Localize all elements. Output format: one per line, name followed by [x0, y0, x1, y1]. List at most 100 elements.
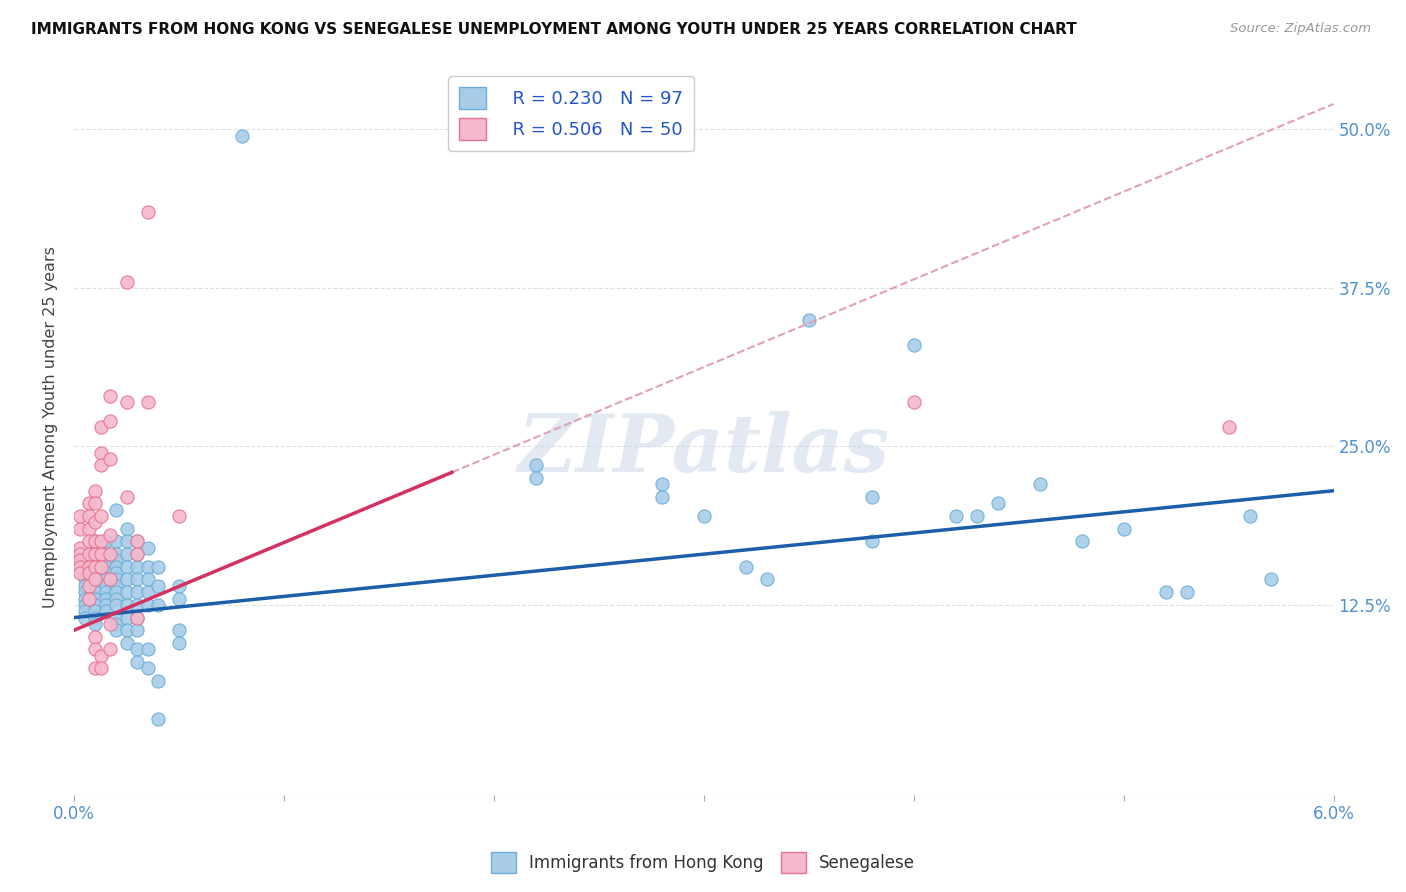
Point [77, 509, 100, 524]
Point [84, 516, 107, 530]
Point [94, 566, 117, 581]
Point [105, 579, 128, 593]
Point [125, 573, 148, 587]
Point [125, 610, 148, 624]
Point [167, 579, 190, 593]
Point [125, 547, 148, 561]
Point [105, 591, 128, 606]
Point [73, 598, 96, 612]
Point [115, 522, 138, 536]
Point [903, 338, 925, 352]
Text: Source: ZipAtlas.com: Source: ZipAtlas.com [1230, 22, 1371, 36]
Point [77, 559, 100, 574]
Point [146, 559, 169, 574]
Point [797, 312, 820, 326]
Point [231, 128, 253, 143]
Point [136, 395, 159, 409]
Point [84, 579, 107, 593]
Point [84, 559, 107, 574]
Point [90, 547, 112, 561]
Point [84, 573, 107, 587]
Point [105, 616, 128, 631]
Text: ZIPatlas: ZIPatlas [517, 410, 890, 488]
Point [105, 559, 128, 574]
Point [90, 648, 112, 663]
Point [84, 616, 107, 631]
Text: IMMIGRANTS FROM HONG KONG VS SENEGALESE UNEMPLOYMENT AMONG YOUTH UNDER 25 YEARS : IMMIGRANTS FROM HONG KONG VS SENEGALESE … [31, 22, 1077, 37]
Point [167, 591, 190, 606]
Point [84, 591, 107, 606]
Point [1175, 585, 1198, 599]
Point [125, 655, 148, 669]
Point [167, 636, 190, 650]
Point [77, 522, 100, 536]
Point [73, 585, 96, 599]
Point [69, 553, 91, 567]
Point [115, 573, 138, 587]
Legend: Immigrants from Hong Kong, Senegalese: Immigrants from Hong Kong, Senegalese [485, 846, 921, 880]
Point [105, 502, 128, 516]
Point [125, 642, 148, 657]
Point [77, 591, 100, 606]
Point [73, 610, 96, 624]
Point [98, 547, 121, 561]
Point [115, 490, 138, 504]
Point [651, 490, 673, 504]
Point [90, 446, 112, 460]
Point [84, 642, 107, 657]
Point [77, 496, 100, 510]
Point [1260, 573, 1282, 587]
Point [125, 624, 148, 638]
Point [136, 559, 159, 574]
Point [136, 585, 159, 599]
Point [125, 598, 148, 612]
Point [84, 604, 107, 618]
Point [77, 566, 100, 581]
Point [73, 547, 96, 561]
Point [98, 573, 121, 587]
Point [90, 509, 112, 524]
Point [115, 559, 138, 574]
Point [84, 630, 107, 644]
Point [105, 573, 128, 587]
Point [90, 661, 112, 675]
Point [125, 610, 148, 624]
Point [755, 573, 778, 587]
Point [98, 414, 121, 428]
Point [903, 395, 925, 409]
Point [105, 598, 128, 612]
Point [84, 573, 107, 587]
Point [1154, 585, 1177, 599]
Point [693, 509, 716, 524]
Point [105, 566, 128, 581]
Point [84, 483, 107, 498]
Point [1239, 509, 1261, 524]
Point [94, 591, 117, 606]
Point [651, 477, 673, 491]
Point [136, 598, 159, 612]
Point [94, 573, 117, 587]
Point [945, 509, 967, 524]
Point [90, 420, 112, 434]
Point [94, 585, 117, 599]
Point [73, 591, 96, 606]
Point [84, 534, 107, 549]
Point [136, 204, 159, 219]
Point [146, 579, 169, 593]
Point [966, 509, 988, 524]
Point [84, 598, 107, 612]
Point [146, 712, 169, 726]
Point [125, 559, 148, 574]
Point [98, 452, 121, 467]
Point [73, 566, 96, 581]
Point [84, 534, 107, 549]
Point [69, 547, 91, 561]
Point [1218, 420, 1240, 434]
Point [84, 661, 107, 675]
Point [146, 598, 169, 612]
Point [115, 275, 138, 289]
Point [94, 598, 117, 612]
Point [115, 624, 138, 638]
Point [105, 547, 128, 561]
Point [77, 534, 100, 549]
